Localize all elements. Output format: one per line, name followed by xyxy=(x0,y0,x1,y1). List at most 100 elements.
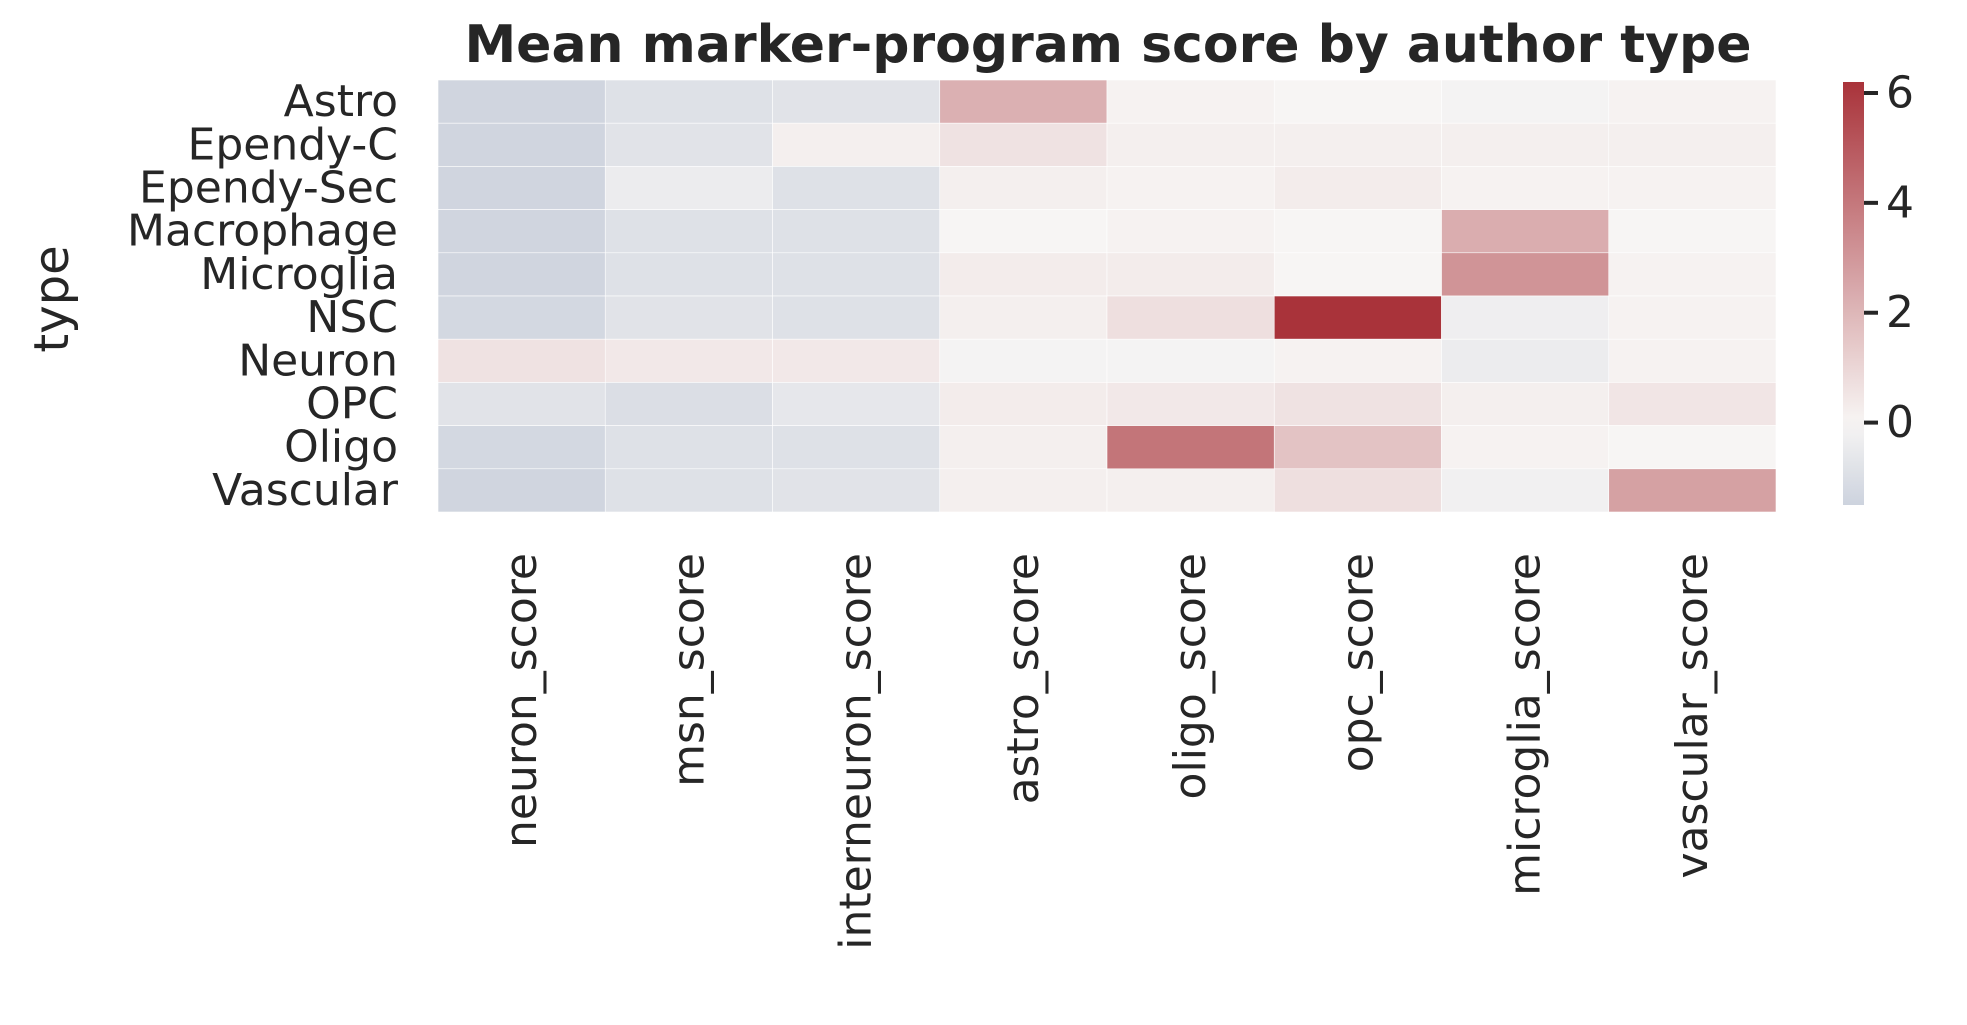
heatmap-cell xyxy=(1106,468,1275,513)
heatmap-cell xyxy=(604,338,773,383)
heatmap-cell xyxy=(1608,295,1777,340)
heatmap-cell xyxy=(939,166,1108,210)
heatmap-cell xyxy=(1106,79,1275,124)
heatmap-cell xyxy=(1441,166,1610,210)
heatmap-cells xyxy=(437,79,1777,513)
colorbar: 0 2 4 6 xyxy=(1843,67,1914,505)
row-label: Microglia xyxy=(200,249,398,300)
heatmap-cell xyxy=(1441,468,1610,513)
heatmap-cell xyxy=(1608,122,1777,167)
heatmap-cell xyxy=(1441,338,1610,383)
row-label: Neuron xyxy=(238,335,398,386)
row-label: Ependy-C xyxy=(188,119,398,170)
column-label: oligo_score xyxy=(1165,553,1216,799)
heatmap-cell xyxy=(1273,425,1442,470)
column-labels: neuron_score msn_score interneuron_score as… xyxy=(496,553,1718,950)
heatmap-cell xyxy=(772,209,941,254)
heatmap-cell xyxy=(939,425,1108,470)
heatmap-cell xyxy=(604,252,773,297)
colorbar-gradient xyxy=(1843,82,1864,505)
heatmap-cell xyxy=(604,382,773,426)
heatmap-cell xyxy=(1273,209,1442,254)
column-label: astro_score xyxy=(998,553,1049,804)
heatmap-cell xyxy=(772,166,941,210)
colorbar-tick-label: 4 xyxy=(1886,177,1914,228)
heatmap-cell xyxy=(604,122,773,167)
heatmap-cell xyxy=(1441,252,1610,297)
heatmap-cell xyxy=(1608,252,1777,297)
heatmap-cell xyxy=(1441,425,1610,470)
row-label: Macrophage xyxy=(127,206,398,257)
heatmap-cell xyxy=(604,295,773,340)
row-labels: AstroEpendy-CEpendy-SecMacrophageMicrogl… xyxy=(127,76,399,516)
colorbar-tick-label: 2 xyxy=(1886,287,1914,338)
heatmap-cell xyxy=(1441,209,1610,254)
heatmap-cell xyxy=(1106,382,1275,426)
column-label: interneuron_score xyxy=(831,553,882,950)
row-label: NSC xyxy=(306,292,398,343)
heatmap-cell xyxy=(772,295,941,340)
heatmap-cell xyxy=(1608,79,1777,124)
heatmap-cell xyxy=(939,338,1108,383)
heatmap-cell xyxy=(1106,338,1275,383)
heatmap-cell xyxy=(772,338,941,383)
heatmap-cell xyxy=(1106,295,1275,340)
heatmap-cell xyxy=(604,166,773,210)
heatmap-cell xyxy=(437,209,606,254)
heatmap-cell xyxy=(1441,79,1610,124)
heatmap-cell xyxy=(437,468,606,513)
heatmap-cell xyxy=(437,252,606,297)
heatmap-cell xyxy=(1608,382,1777,426)
heatmap-cell xyxy=(1608,166,1777,210)
heatmap-cell xyxy=(1441,122,1610,167)
heatmap-cell xyxy=(604,468,773,513)
colorbar-tick-label: 0 xyxy=(1886,397,1914,448)
heatmap-cell xyxy=(1106,209,1275,254)
heatmap-cell xyxy=(437,425,606,470)
heatmap-cell xyxy=(437,338,606,383)
heatmap-cell xyxy=(772,122,941,167)
heatmap-cell xyxy=(1106,425,1275,470)
row-label: OPC xyxy=(306,379,398,430)
heatmap-cell xyxy=(1273,166,1442,210)
heatmap-cell xyxy=(1273,468,1442,513)
heatmap-cell xyxy=(437,166,606,210)
column-label: microglia_score xyxy=(1500,553,1551,896)
heatmap-cell xyxy=(1106,122,1275,167)
row-label: Vascular xyxy=(212,465,399,516)
row-label: Astro xyxy=(284,76,398,127)
heatmap-cell xyxy=(939,252,1108,297)
heatmap-cell xyxy=(437,382,606,426)
row-label: Oligo xyxy=(284,422,398,473)
heatmap-cell xyxy=(772,79,941,124)
heatmap-cell xyxy=(1441,295,1610,340)
heatmap-cell xyxy=(1608,468,1777,513)
colorbar-tick-label: 6 xyxy=(1886,67,1914,118)
column-label: vascular_score xyxy=(1667,553,1718,879)
column-label: neuron_score xyxy=(496,553,547,848)
y-axis-label: type xyxy=(24,245,80,352)
heatmap-cell xyxy=(604,209,773,254)
chart-title: Mean marker-program score by author type xyxy=(464,15,1751,75)
heatmap-cell xyxy=(1273,295,1442,340)
heatmap-cell xyxy=(939,382,1108,426)
heatmap-cell xyxy=(772,468,941,513)
heatmap-cell xyxy=(1608,425,1777,470)
column-label: msn_score xyxy=(663,553,714,787)
heatmap-cell xyxy=(604,425,773,470)
heatmap-cell xyxy=(437,79,606,124)
heatmap-cell xyxy=(772,425,941,470)
heatmap-cell xyxy=(1273,338,1442,383)
heatmap-cell xyxy=(772,252,941,297)
heatmap-cell xyxy=(939,209,1108,254)
column-label: opc_score xyxy=(1332,553,1383,772)
heatmap-cell xyxy=(1608,209,1777,254)
heatmap-cell xyxy=(1106,252,1275,297)
heatmap-cell xyxy=(1273,122,1442,167)
heatmap-cell xyxy=(939,295,1108,340)
heatmap-cell xyxy=(939,79,1108,124)
heatmap-cell xyxy=(1273,382,1442,426)
heatmap-cell xyxy=(1273,79,1442,124)
heatmap-cell xyxy=(1106,166,1275,210)
